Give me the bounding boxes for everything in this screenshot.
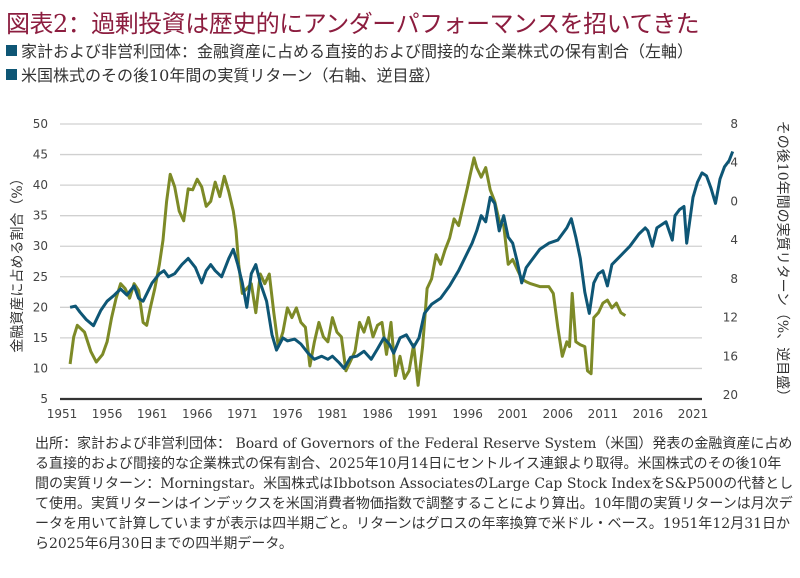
y-axis-right-ticks: 8 -4 0 4 8 12 16 20 — [723, 117, 738, 402]
chart-title: 図表2：過剰投資は歴史的にアンダーパフォーマンスを招いてきた — [6, 10, 700, 38]
y-right-tick-label: 4 — [730, 233, 738, 247]
series-lines — [68, 150, 735, 387]
y-right-tick-label: 8 — [730, 272, 738, 286]
y-tick-label: 15 — [33, 331, 48, 345]
y-tick-label: 5 — [40, 392, 48, 406]
y-right-tick-label: 20 — [723, 388, 738, 402]
legend-swatch — [6, 44, 17, 56]
footnote: 出所：家計および非営利団体： Board of Governors of the… — [35, 436, 794, 552]
x-tick-label: 2011 — [588, 407, 619, 421]
x-tick-label: 2001 — [497, 407, 528, 421]
y-tick-label: 50 — [33, 117, 48, 131]
legend-label: 米国株式のその後10年間の実質リターン（右軸、逆目盛） — [21, 66, 441, 85]
y-tick-label: 10 — [33, 361, 48, 375]
y-right-tick-label: -4 — [726, 156, 738, 170]
x-tick-label: 1991 — [407, 407, 438, 421]
x-tick-label: 1951 — [47, 407, 78, 421]
y-axis-right-title: その後10年間の実質リターン（%、逆目盛） — [774, 121, 790, 403]
y-tick-label: 20 — [33, 300, 48, 314]
y-tick-label: 30 — [33, 239, 48, 253]
y-tick-label: 35 — [33, 209, 48, 223]
legend-item-real-return: 米国株式のその後10年間の実質リターン（右軸、逆目盛） — [6, 62, 441, 86]
x-tick-label: 1986 — [362, 407, 393, 421]
x-tick-label: 1966 — [182, 407, 213, 421]
y-right-tick-label: 16 — [723, 349, 738, 363]
x-tick-label: 2016 — [633, 407, 664, 421]
x-tick-label: 2006 — [543, 407, 574, 421]
legend-swatch — [6, 68, 17, 80]
y-right-tick-label: 12 — [723, 311, 738, 325]
series-line-equity-share — [69, 150, 735, 370]
x-tick-label: 2021 — [678, 407, 709, 421]
x-axis-ticks: 1951 1956 1961 1966 1971 1976 1981 1986 1991 1996… — [47, 407, 709, 421]
legend-label: 家計および非営利団体：金融資産に占める直接的および間接的な企業株式の保有割合（左… — [21, 42, 694, 61]
y-axis-left-ticks: 50 45 40 35 30 25 20 15 10 5 — [33, 117, 48, 406]
y-right-tick-label: 8 — [730, 117, 738, 131]
y-axis-left-title: 金融資産に占める割合（%） — [9, 171, 26, 352]
x-tick-label: 1981 — [317, 407, 348, 421]
x-tick-label: 1996 — [452, 407, 483, 421]
series-line-real-return — [68, 156, 627, 387]
x-tick-label: 1961 — [137, 407, 168, 421]
y-tick-label: 25 — [33, 270, 48, 284]
x-tick-label: 1971 — [227, 407, 258, 421]
y-tick-label: 40 — [33, 178, 48, 192]
y-right-tick-label: 0 — [730, 194, 738, 208]
gridlines — [60, 123, 702, 401]
legend-item-equity-share: 家計および非営利団体：金融資産に占める直接的および間接的な企業株式の保有割合（左… — [6, 38, 693, 62]
y-tick-label: 45 — [33, 148, 48, 162]
x-tick-label: 1956 — [92, 407, 123, 421]
x-tick-label: 1976 — [272, 407, 303, 421]
